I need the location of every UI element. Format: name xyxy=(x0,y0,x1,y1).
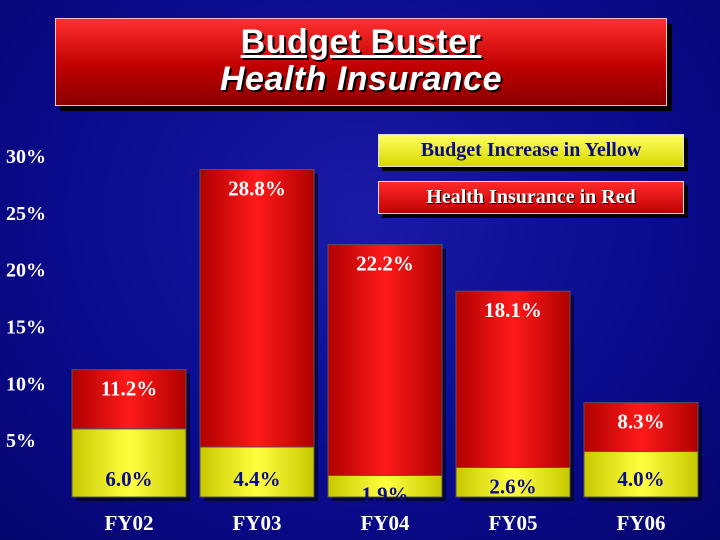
y-tick-label: 5% xyxy=(6,430,36,452)
data-label-health-insurance: 11.2% xyxy=(101,377,158,401)
data-label-health-insurance: 18.1% xyxy=(484,298,542,322)
y-tick-label: 20% xyxy=(6,260,46,282)
y-tick-label: 10% xyxy=(6,373,46,395)
x-category-label: FY06 xyxy=(617,511,666,535)
x-category-label: FY02 xyxy=(105,511,154,535)
data-label-budget-increase: 4.0% xyxy=(617,467,664,491)
bar-health-insurance xyxy=(327,244,443,476)
data-label-budget-increase: 1.9% xyxy=(361,482,408,506)
data-label-health-insurance: 22.2% xyxy=(356,252,414,276)
y-tick-label: 15% xyxy=(6,316,46,338)
bar-health-insurance xyxy=(199,169,315,448)
y-tick-label: 25% xyxy=(6,203,46,225)
data-label-budget-increase: 4.4% xyxy=(233,467,280,491)
bar-health-insurance xyxy=(71,369,187,430)
x-category-label: FY03 xyxy=(233,511,282,535)
legend-red: Health Insurance in Red xyxy=(378,181,684,214)
bar-health-insurance xyxy=(455,290,571,468)
title-banner: Budget Buster Health Insurance xyxy=(55,18,667,106)
title-line-1: Budget Buster xyxy=(240,23,482,61)
data-label-health-insurance: 28.8% xyxy=(228,177,286,201)
bar-health-insurance xyxy=(583,402,699,453)
bar-budget-increase xyxy=(583,451,699,498)
legend-yellow: Budget Increase in Yellow xyxy=(378,134,684,167)
data-label-health-insurance: 8.3% xyxy=(617,410,664,434)
title-line-2: Health Insurance xyxy=(220,60,502,98)
x-category-label: FY05 xyxy=(489,511,538,535)
data-label-budget-increase: 6.0% xyxy=(105,467,152,491)
bar-budget-increase xyxy=(455,466,571,498)
x-category-label: FY04 xyxy=(361,511,410,535)
data-label-budget-increase: 2.6% xyxy=(489,474,536,498)
bar-budget-increase xyxy=(71,428,187,498)
y-tick-label: 30% xyxy=(6,146,46,168)
